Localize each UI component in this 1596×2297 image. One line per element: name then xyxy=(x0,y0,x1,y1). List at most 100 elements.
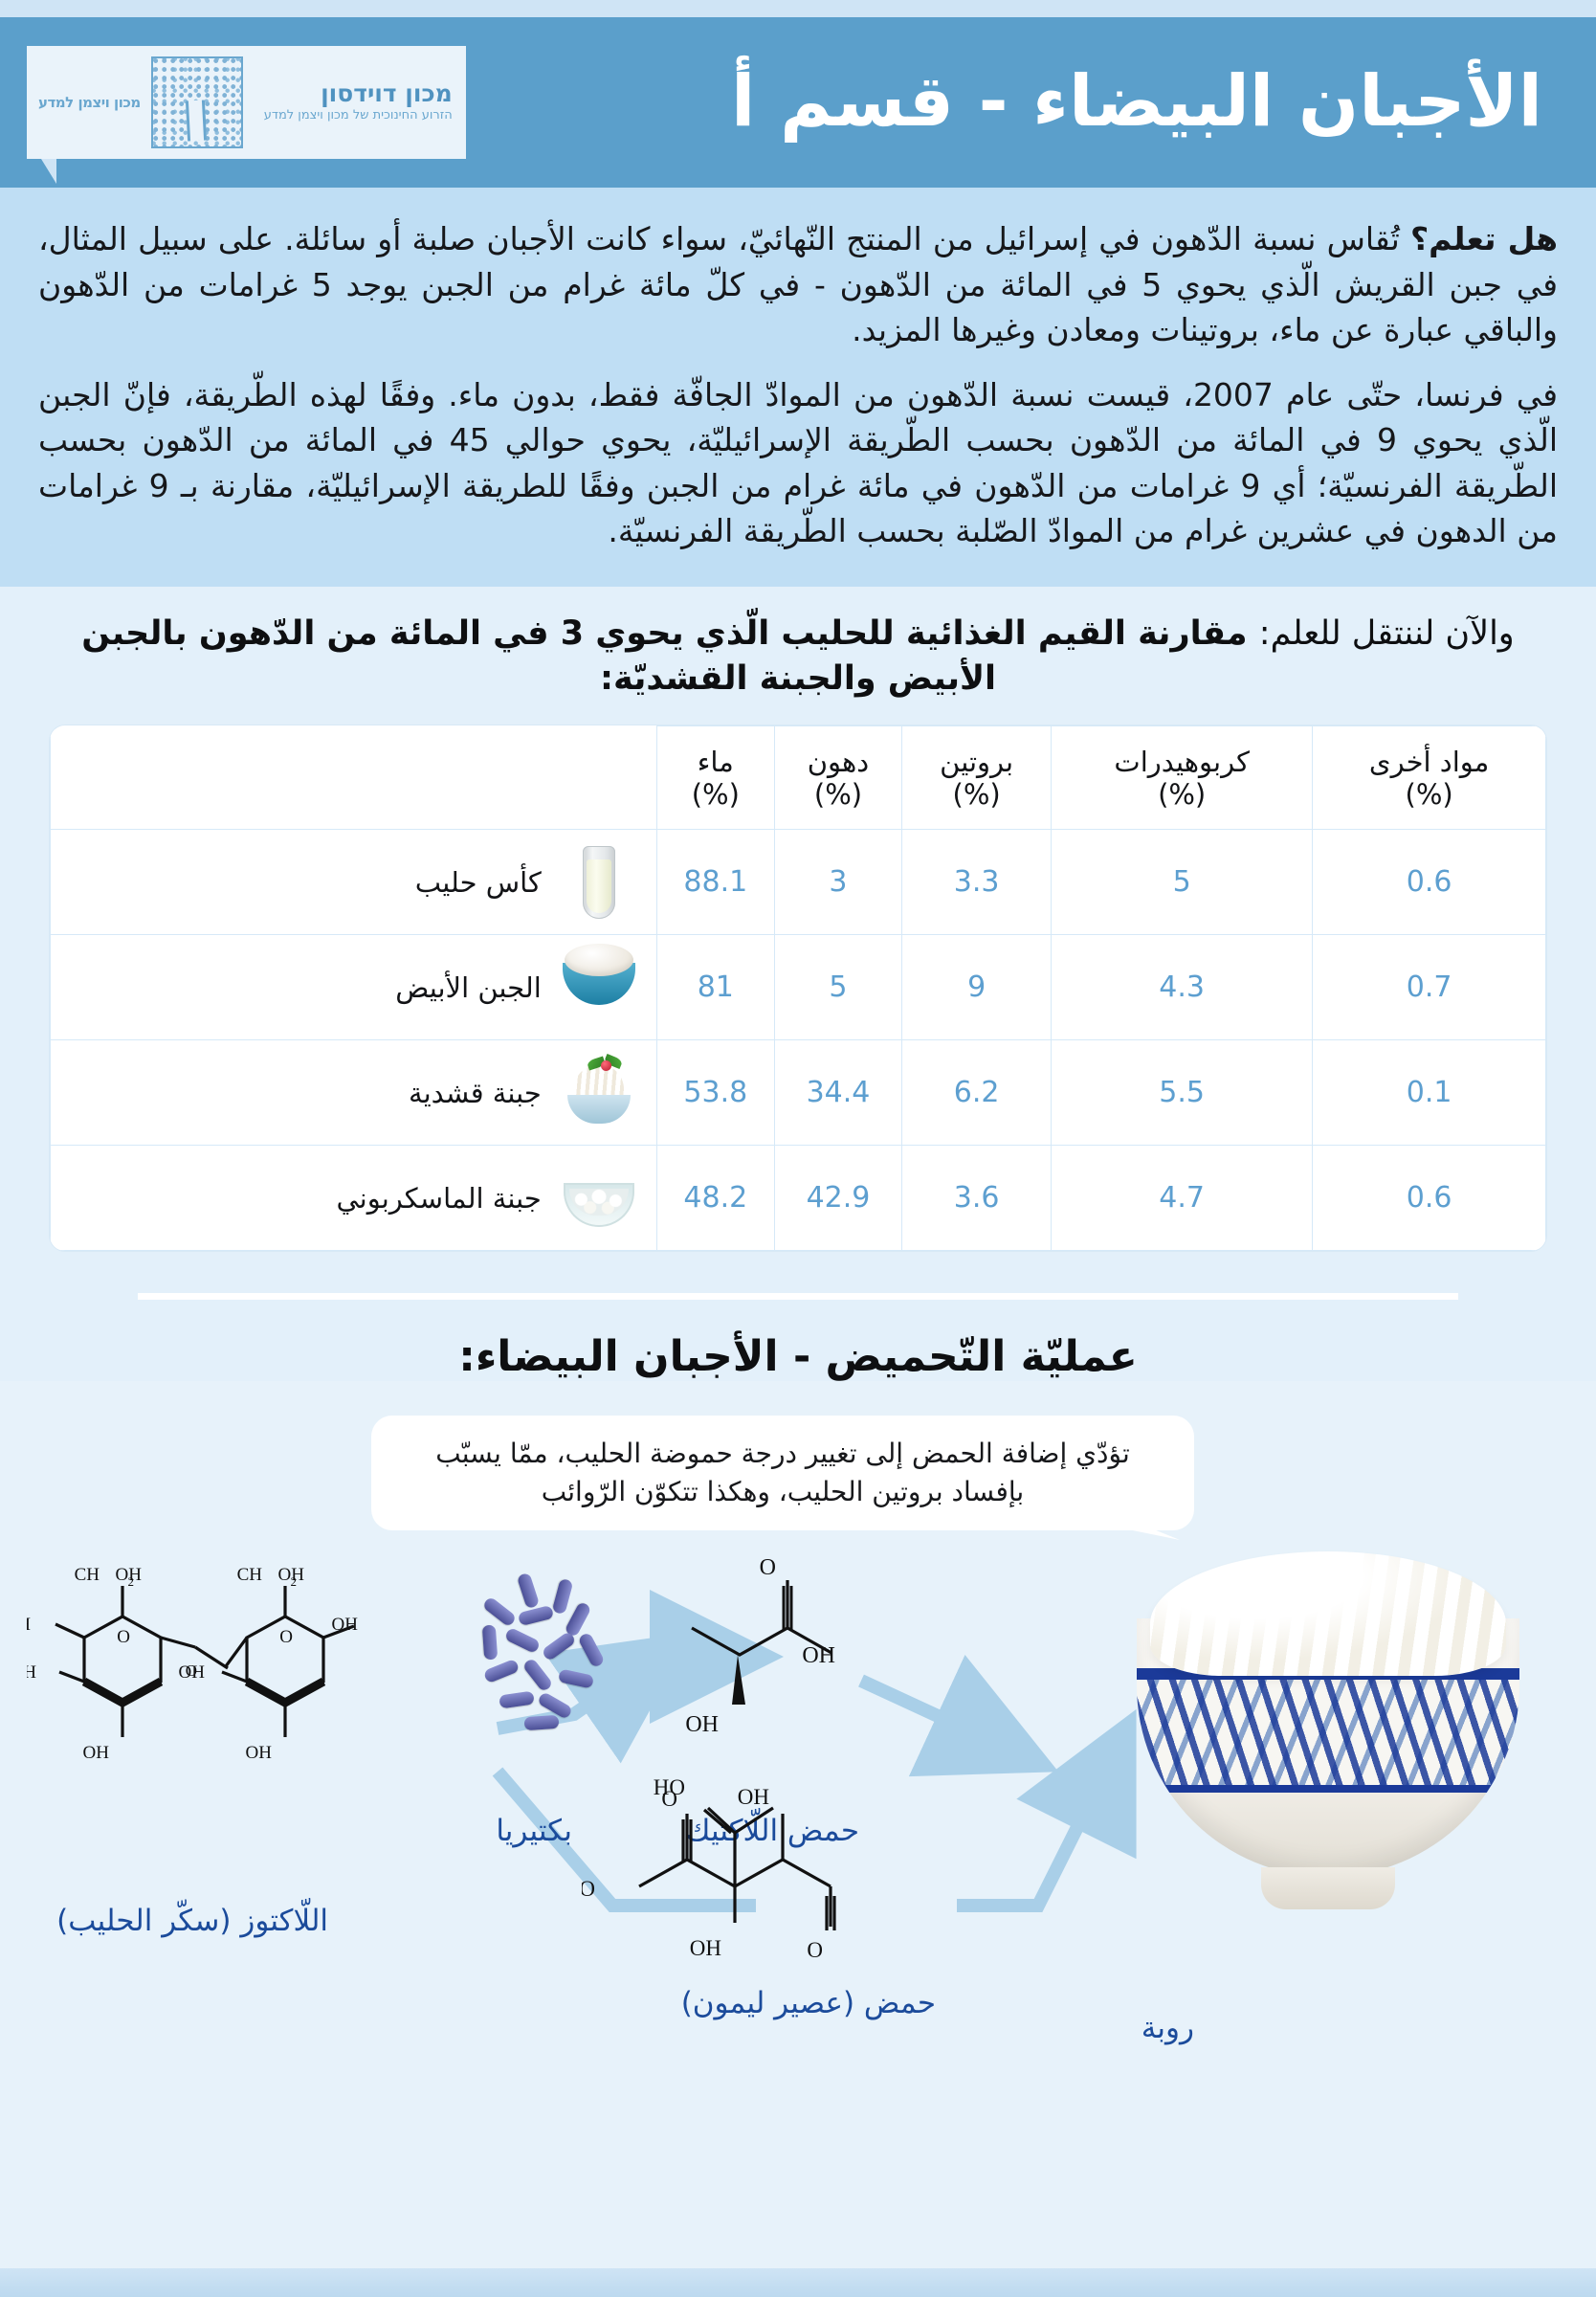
cell-other: 0.6 xyxy=(1312,829,1546,936)
arrow-lactic-to-bowl xyxy=(858,1655,1059,1777)
cream-cheese-bowl-icon xyxy=(559,1053,639,1133)
svg-text:OH: OH xyxy=(690,1936,721,1960)
milk-glass-icon xyxy=(559,842,639,923)
svg-text:OH: OH xyxy=(802,1643,835,1668)
logo-fold-decoration xyxy=(26,159,56,184)
arrow-lactose-to-citric xyxy=(492,1767,756,1913)
svg-text:OH: OH xyxy=(278,1565,305,1585)
svg-text:O: O xyxy=(279,1627,293,1647)
comparison-lead-light: والآن لننتقل للعلم: xyxy=(1258,613,1515,653)
svg-text:HO: HO xyxy=(582,1877,595,1901)
bacteria-icon xyxy=(467,1572,610,1733)
cell-carbs: 4.3 xyxy=(1051,934,1314,1041)
intro-paragraph-1-text: تُقاس نسبة الدّهون في إسرائيل من المنتج … xyxy=(38,220,1558,349)
cell-protein: 9 xyxy=(901,934,1053,1041)
arrow-citric-to-bowl xyxy=(957,1709,1137,1913)
logo-text-block: מכון דוידסון הזרוע החינוכית של מכון ויצמ… xyxy=(262,78,458,123)
comparison-section: والآن لننتقل للعلم: مقارنة القيم الغذائي… xyxy=(0,586,1596,1382)
svg-text:O: O xyxy=(117,1627,130,1647)
label-curd-bowl: روبة xyxy=(1141,2011,1194,2046)
cell-protein: 3.3 xyxy=(901,829,1053,936)
svg-text:CH: CH xyxy=(237,1565,263,1585)
svg-text:OH: OH xyxy=(116,1565,143,1585)
comparison-lead: والآن لننتقل للعلم: مقارنة القيم الغذائي… xyxy=(40,612,1556,702)
logo-institute-name: מכון דוידסון xyxy=(321,78,453,107)
svg-text:OH: OH xyxy=(738,1785,769,1809)
cell-protein: 6.2 xyxy=(901,1039,1053,1147)
logo-seal-text: מכון ויצמן למדע xyxy=(38,93,141,111)
svg-text:OH: OH xyxy=(246,1743,273,1763)
arrow-lactose-to-bacteria xyxy=(496,1632,694,1764)
section-divider xyxy=(138,1293,1458,1301)
row-label-white-cheese: الجبن الأبيض xyxy=(395,970,542,1004)
curd-bowl-image xyxy=(1118,1532,1539,1944)
citric-acid-molecule-icon: HO O x OH OH O HO xyxy=(582,1775,836,1962)
svg-text:OH: OH xyxy=(27,1662,36,1683)
cell-water: 88.1 xyxy=(655,829,775,936)
cell-fat: 34.4 xyxy=(773,1039,903,1147)
label-bacteria: بكتيريا xyxy=(496,1814,572,1849)
top-accent-strip xyxy=(0,0,1596,17)
svg-text:2: 2 xyxy=(291,1574,298,1589)
th-protein-label: بروتين xyxy=(940,745,1014,778)
nutrition-table: مواد أخرى (%) كربوهيدرات (%) بروتين (%) xyxy=(50,725,1546,1252)
cell-carbs: 4.7 xyxy=(1051,1145,1314,1252)
svg-text:2: 2 xyxy=(128,1574,135,1589)
cell-water: 48.2 xyxy=(655,1145,775,1252)
cell-other: 0.1 xyxy=(1312,1039,1546,1147)
th-carbs-label: كربوهيدرات xyxy=(1114,745,1250,778)
cell-other: 0.6 xyxy=(1312,1145,1546,1252)
th-other-unit: (%) xyxy=(1405,777,1453,811)
th-carbs-unit: (%) xyxy=(1158,777,1207,811)
table-row: 0.7 4.3 9 5 81 الجبن الأبيض xyxy=(50,934,1546,1041)
svg-text:O: O xyxy=(661,1787,677,1811)
svg-text:O: O xyxy=(760,1555,776,1580)
th-other-label: مواد أخرى xyxy=(1368,745,1490,778)
cell-fat: 5 xyxy=(773,934,903,1041)
intro-paragraph-1: هل تعلم؟ تُقاس نسبة الدّهون في إسرائيل م… xyxy=(38,216,1558,353)
table-row: 0.1 5.5 6.2 34.4 53.8 جبنة قشدية xyxy=(50,1039,1546,1147)
table-row: 0.6 5 3.3 3 88.1 كأس حليب xyxy=(50,829,1546,936)
cell-item-name: جبنة قشدية xyxy=(50,1039,657,1147)
svg-text:O: O xyxy=(807,1938,823,1962)
label-lactose: اللّاكتوز (سكّر الحليب) xyxy=(56,1904,328,1939)
page-title: الأجبان البيضاء - قسم أ xyxy=(731,60,1542,144)
did-you-know-label: هل تعلم؟ xyxy=(1409,220,1558,257)
process-callout: تؤدّي إضافة الحمض إلى تغيير درجة حموضة ا… xyxy=(371,1416,1194,1530)
cell-item-name: الجبن الأبيض xyxy=(50,934,657,1041)
row-label-mascarpone: جبنة الماسكربوني xyxy=(336,1181,542,1215)
intro-section: هل تعلم؟ تُقاس نسبة الدّهون في إسرائيل م… xyxy=(0,188,1596,587)
th-fat-unit: (%) xyxy=(813,777,863,811)
th-water-label: ماء xyxy=(697,745,734,778)
intro-paragraph-2: في فرنسا، حتّى عام 2007، قيست نسبة الدّه… xyxy=(38,375,1558,550)
th-other: مواد أخرى (%) xyxy=(1312,725,1546,831)
svg-text:HO: HO xyxy=(654,1775,685,1799)
svg-text:OH: OH xyxy=(685,1712,719,1737)
th-protein: بروتين (%) xyxy=(901,725,1053,831)
cell-carbs: 5 xyxy=(1051,829,1314,936)
th-water: ماء (%) xyxy=(655,725,775,831)
white-cheese-bowl-icon xyxy=(559,943,639,1028)
th-item-blank xyxy=(50,725,657,831)
tree-seal-icon xyxy=(150,56,243,148)
lactic-acid-molecule-icon: O OH OH xyxy=(685,1555,835,1737)
row-label-cream-cheese: جبنة قشدية xyxy=(409,1076,542,1109)
cell-other: 0.7 xyxy=(1312,934,1546,1041)
davidson-institute-logo: מכון דוידסון הזרוע החינוכית של מכון ויצמ… xyxy=(27,46,466,184)
svg-text:O: O xyxy=(186,1661,197,1680)
row-label-milk: كأس حليب xyxy=(414,865,542,899)
th-protein-unit: (%) xyxy=(952,777,1001,811)
cell-water: 53.8 xyxy=(655,1039,775,1147)
cell-fat: 3 xyxy=(773,829,903,936)
th-carbs: كربوهيدرات (%) xyxy=(1051,725,1314,831)
process-title: عمليّة التّحميض - الأجبان البيضاء: xyxy=(458,1332,1138,1382)
svg-text:CH: CH xyxy=(75,1565,100,1585)
cell-water: 81 xyxy=(655,934,775,1041)
comparison-lead-bold: مقارنة القيم الغذائية للحليب الّذي يحوي … xyxy=(81,613,1259,698)
svg-text:OH: OH xyxy=(179,1662,206,1683)
page-header: الأجبان البيضاء - قسم أ מכון דוידסון הזר… xyxy=(0,17,1596,188)
svg-text:OH: OH xyxy=(27,1615,31,1635)
